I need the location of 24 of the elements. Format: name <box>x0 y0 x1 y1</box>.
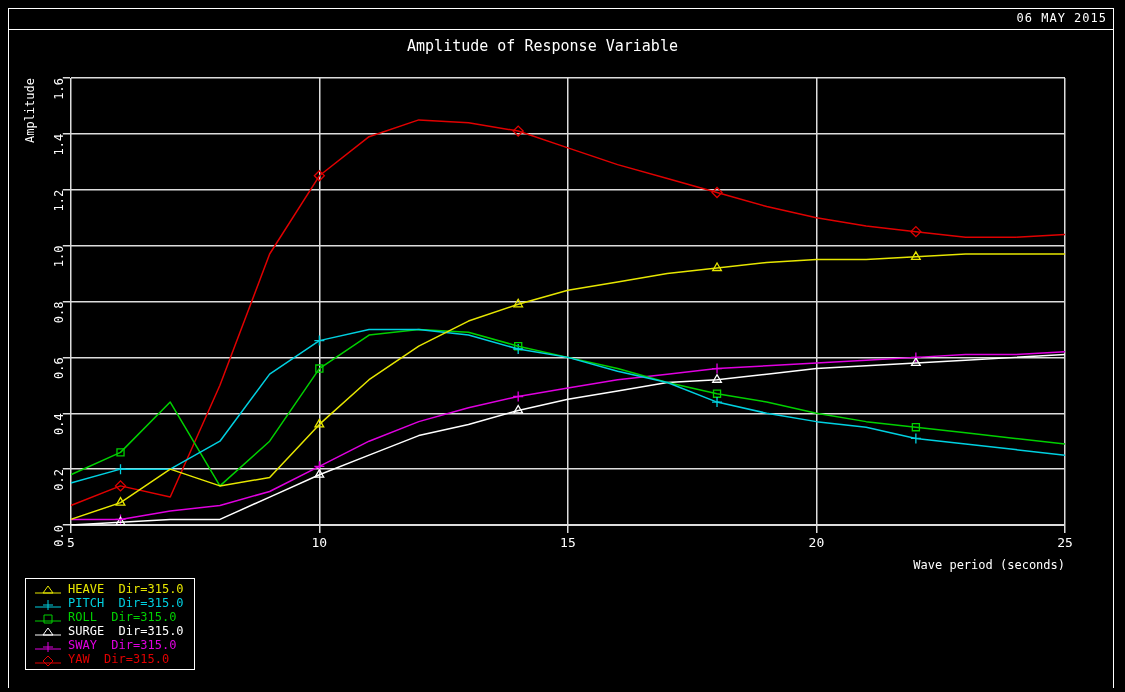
y-tick-label: 1.4 <box>51 133 66 156</box>
chart-title: Amplitude of Response Variable <box>407 36 678 55</box>
y-tick-label: 0.2 <box>51 469 66 491</box>
y-tick-label: 0.6 <box>51 357 66 380</box>
legend-label: HEAVE Dir=315.0 <box>68 582 184 596</box>
legend-label: YAW Dir=315.0 <box>68 652 170 666</box>
legend-label: ROLL Dir=315.0 <box>68 610 177 624</box>
y-tick-label: 0.0 <box>51 525 66 547</box>
x-tick-label: 25 <box>1057 535 1073 551</box>
x-tick-label: 5 <box>66 535 75 551</box>
legend-label: SURGE Dir=315.0 <box>68 624 184 638</box>
y-tick-label: 0.4 <box>51 413 66 435</box>
y-tick-label: 1.0 <box>51 245 66 268</box>
y-tick-label: 1.2 <box>51 189 66 212</box>
x-tick-label: 15 <box>560 535 576 551</box>
legend-label: SWAY Dir=315.0 <box>68 638 177 652</box>
x-axis-title: Wave period (seconds) <box>913 557 1065 572</box>
x-tick-label: 10 <box>311 535 328 551</box>
y-tick-label: 0.8 <box>51 301 66 324</box>
y-tick-label: 1.6 <box>51 78 66 100</box>
y-axis-title: Amplitude <box>23 78 38 144</box>
x-tick-label: 20 <box>808 535 825 551</box>
legend-label: PITCH Dir=315.0 <box>68 596 184 610</box>
text: 06 MAY 2015 <box>1016 11 1107 25</box>
